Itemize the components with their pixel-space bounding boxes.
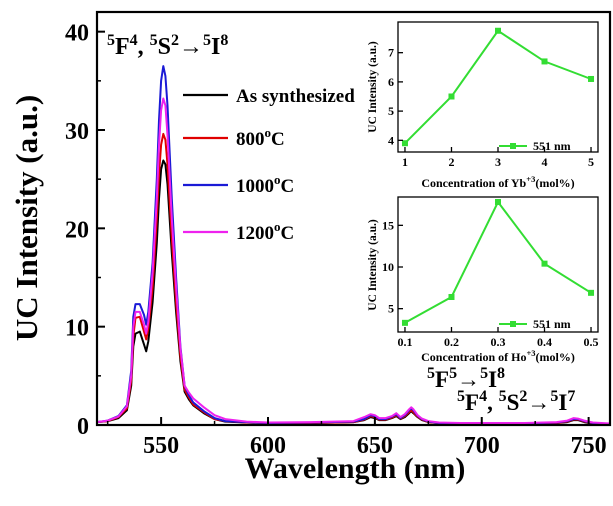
inset1-data-point [588, 75, 595, 82]
y-tick-label: 10 [65, 316, 89, 342]
inset-ho-series [401, 199, 595, 326]
inset2-data-point [495, 199, 501, 205]
inset-yb-y-axis-label: UC Intensity (a.u.) [367, 41, 379, 133]
main-series-group [96, 65, 611, 425]
inset1-legend-label: 551 nm [533, 139, 571, 153]
x-tick-label: 700 [464, 433, 500, 459]
inset-yb-x-axis: 1 2 3 4 5 [402, 147, 594, 169]
inset2-y-tick-label: 5 [388, 302, 394, 316]
inset1-y-tick-label: 7 [388, 46, 394, 60]
inset2-legend-label: 551 nm [533, 317, 571, 331]
main-x-axis-label: Wavelength (nm) [245, 452, 466, 485]
inset2-x-tick-label: 0.1 [397, 335, 412, 349]
inset1-y-tick-label: 6 [388, 75, 394, 89]
inset-ho-y-axis: 5 10 15 [382, 218, 403, 316]
transition-label-f4s2-i7: 5F4, 5S2→5I7 [457, 388, 575, 415]
main-legend: As synthesized 800oC 1000oC 1200oC [183, 86, 355, 244]
inset1-x-tick-label: 2 [448, 155, 454, 169]
inset1-y-tick-label: 4 [388, 133, 394, 147]
inset1-legend-marker [510, 143, 516, 149]
x-tick-label: 650 [357, 433, 393, 459]
inset1-y-tick-label: 5 [388, 104, 394, 118]
inset-ho-y-axis-label: UC Intensity (a.u.) [367, 219, 379, 311]
transition-label-f4s2-i8: 5F4, 5S2→5I8 [107, 32, 228, 60]
main-y-axis-label: UC Intensity (a.u.) [9, 95, 44, 341]
inset-yb-x-axis-label: Concentration of Yb+3(mol%) [421, 174, 574, 190]
inset2-y-tick-label: 15 [382, 218, 394, 232]
inset1-x-tick-label: 5 [588, 155, 594, 169]
main-chart: 550 600 650 700 750 0 10 20 30 40 Wavelength (nm… [9, 10, 612, 485]
legend-label-1200-c: 1200oC [236, 219, 294, 244]
inset1-data-point [448, 93, 455, 100]
series-line-1200-c [96, 97, 611, 425]
inset1-x-tick-label: 4 [542, 155, 548, 169]
inset1-x-tick-label: 1 [402, 155, 408, 169]
inset2-legend-marker [510, 321, 516, 327]
inset2-data-point [448, 294, 455, 300]
main-y-axis: 0 10 20 30 40 [65, 21, 105, 440]
inset-ho-x-axis: 0.1 0.2 0.3 0.4 0.5 [397, 327, 599, 349]
inset2-x-tick-label: 0.2 [444, 335, 459, 349]
y-tick-label: 30 [65, 119, 89, 145]
y-tick-label: 20 [65, 217, 89, 243]
inset-yb-series [401, 27, 595, 147]
inset2-x-tick-label: 0.3 [491, 335, 506, 349]
inset-ho-chart: 0.1 0.2 0.3 0.4 0.5 5 10 15 UC Intensity (a.u.… [363, 190, 603, 364]
inset2-data-point [588, 289, 595, 296]
y-tick-label: 0 [77, 414, 89, 440]
y-tick-label: 40 [65, 21, 89, 47]
x-tick-label: 750 [571, 433, 607, 459]
inset2-x-tick-label: 0.4 [537, 335, 552, 349]
inset1-data-point [541, 58, 548, 65]
transition-label-f5-i8: 5F5→5I8 [427, 365, 505, 392]
inset2-data-point [541, 260, 548, 267]
inset1-x-tick-label: 3 [495, 155, 501, 169]
inset-yb-background [363, 15, 603, 155]
inset1-data-point [401, 140, 408, 147]
inset-yb-y-axis: 4 5 6 7 [388, 46, 403, 147]
main-plot-frame [95, 10, 612, 427]
legend-label-800-c: 800oC [236, 125, 285, 150]
inset2-y-tick-label: 10 [382, 260, 394, 274]
inset2-data-point [401, 319, 408, 326]
inset1-data-point [495, 27, 501, 34]
x-tick-label: 550 [143, 433, 179, 459]
inset-yb-legend: 551 nm [499, 139, 571, 153]
legend-label-as-synthesized: As synthesized [236, 86, 355, 107]
inset-yb-chart: 1 2 3 4 5 4 5 6 7 UC Intensity (a.u.) Concentra… [363, 15, 603, 190]
main-x-axis: 550 600 650 700 750 [106, 417, 607, 459]
x-tick-label: 600 [250, 433, 286, 459]
inset2-x-tick-label: 0.5 [584, 335, 599, 349]
legend-label-1000-c: 1000oC [236, 172, 294, 197]
inset-ho-x-axis-label: Concentration of Ho+3(mol%) [421, 348, 575, 364]
inset-ho-legend: 551 nm [499, 317, 571, 331]
